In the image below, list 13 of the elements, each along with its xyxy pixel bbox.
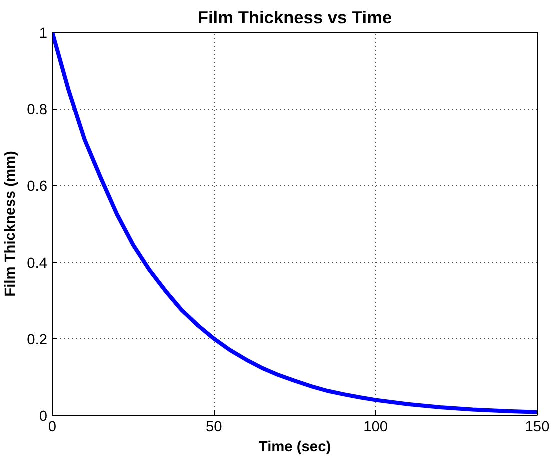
chart-title: Film Thickness vs Time bbox=[198, 8, 392, 28]
y-axis-title: Film Thickness (mm) bbox=[3, 150, 20, 297]
x-tick-label: 50 bbox=[206, 420, 222, 436]
x-tick-label: 150 bbox=[525, 420, 550, 436]
y-tick-label: 0 bbox=[39, 409, 48, 425]
y-tick-label: 0.6 bbox=[27, 179, 48, 196]
y-tick-label: 0.8 bbox=[27, 102, 48, 119]
y-tick-label: 1 bbox=[39, 26, 48, 42]
x-axis-title: Time (sec) bbox=[258, 440, 332, 456]
line-series bbox=[52, 32, 538, 414]
y-tick-label: 0.4 bbox=[27, 256, 48, 272]
y-tick-label: 0.2 bbox=[27, 332, 48, 348]
x-tick-label: 100 bbox=[364, 420, 388, 436]
